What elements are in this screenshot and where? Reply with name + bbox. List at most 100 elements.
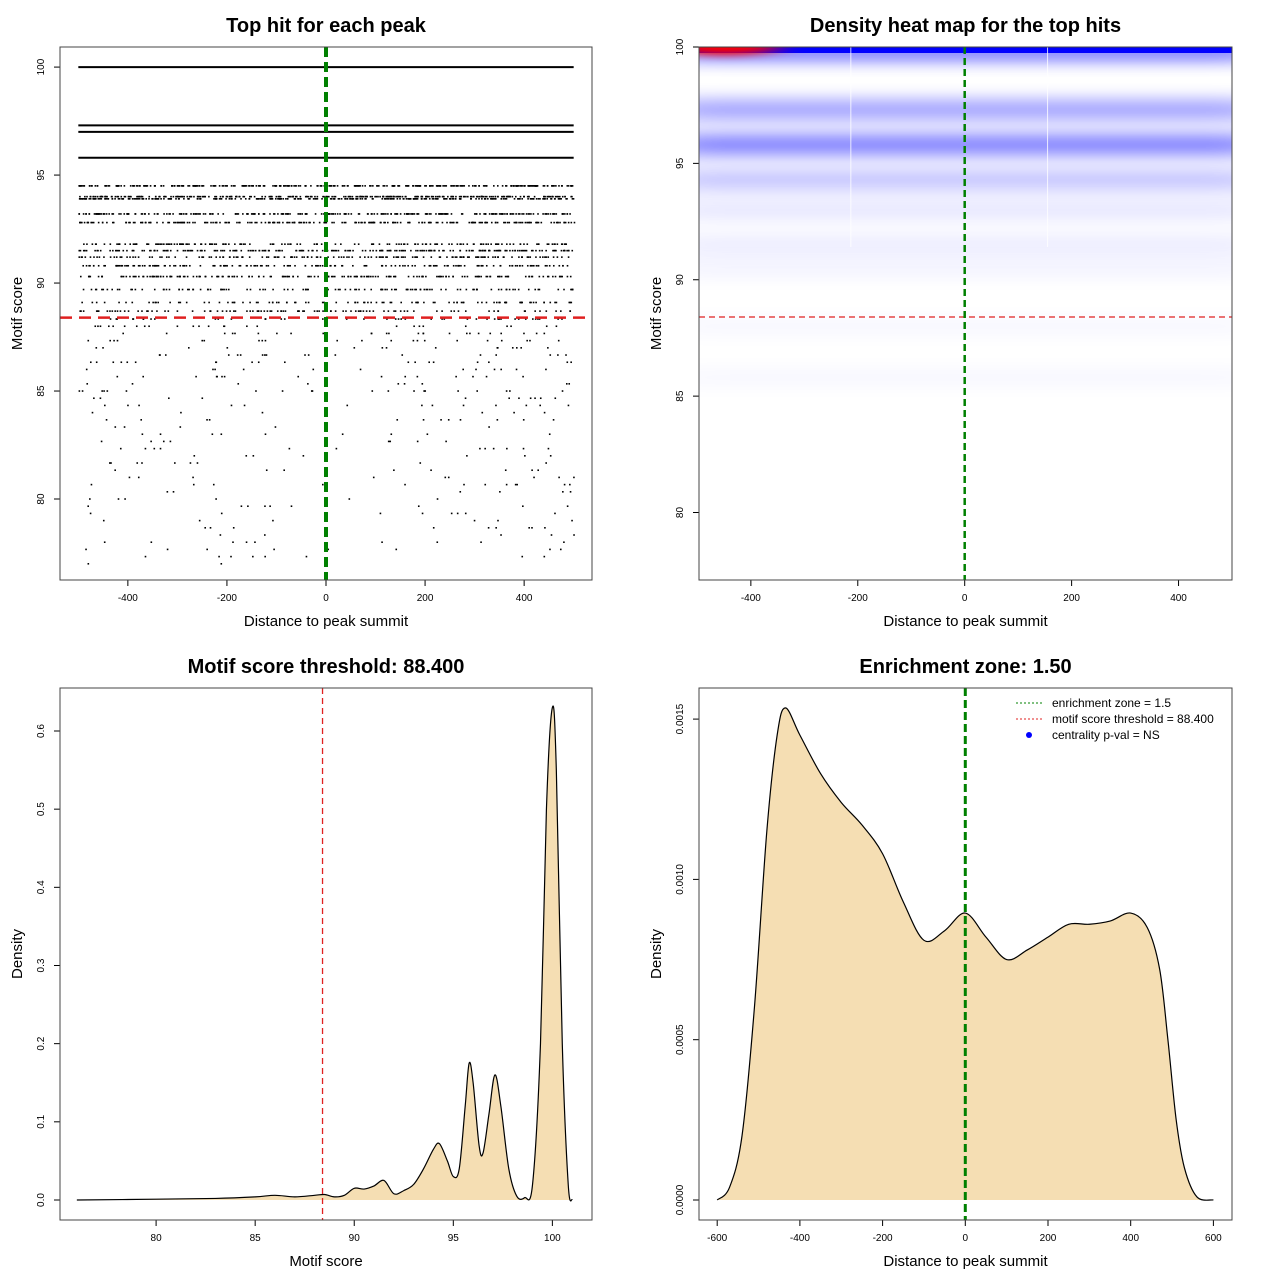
x-tick-label: 200 [1040,1233,1057,1244]
data-point [538,249,541,252]
data-point [517,318,520,320]
data-point [435,221,438,224]
data-point [234,213,237,215]
data-point [466,243,469,245]
data-point [502,198,505,200]
data-point [550,198,552,200]
data-point [194,221,196,224]
data-point [376,185,379,187]
data-point [513,198,516,200]
data-point [416,198,419,200]
data-point [84,195,86,198]
data-point [542,185,545,187]
data-point [287,243,289,245]
data-point [333,275,336,278]
data-point [565,354,567,356]
data-point [399,310,402,312]
data-point [519,264,521,267]
data-point [211,213,213,215]
data-point [333,221,335,224]
data-point [109,318,112,320]
data-point [86,383,89,385]
data-point [350,310,352,312]
data-point [269,310,272,312]
data-point [169,301,171,304]
data-point [313,275,316,278]
data-point [571,519,573,522]
data-point [504,301,506,304]
data-point [459,243,461,245]
data-point [363,301,366,304]
data-point [522,447,525,450]
data-point [544,264,547,267]
data-point [428,213,431,215]
data-point [524,221,527,224]
data-point [117,195,120,198]
data-point [96,256,98,258]
data-point [282,213,285,215]
data-point [237,213,240,215]
data-point [560,198,562,200]
data-point [83,243,85,245]
data-point [460,213,463,215]
data-point [148,221,150,224]
data-point [95,213,97,215]
data-point [334,354,337,356]
data-point [363,288,366,291]
data-point [562,491,564,493]
data-point [553,198,556,200]
data-point [225,243,227,245]
data-point [98,256,101,258]
data-point [522,375,524,378]
data-point [514,195,517,198]
data-point [397,318,400,320]
data-point [299,198,302,200]
data-point [571,195,573,198]
data-point [528,275,530,278]
data-point [401,354,404,356]
data-point [572,198,575,200]
data-point [245,541,248,544]
data-point [321,301,324,304]
data-point [215,375,218,378]
data-point [104,404,106,407]
data-point [478,249,481,252]
data-point [212,185,214,187]
data-point [294,301,297,304]
data-point [398,243,400,245]
data-point [573,534,575,536]
data-point [301,256,304,258]
data-point [554,512,556,515]
data-point [498,275,500,278]
data-point [272,213,275,215]
data-point [571,185,574,187]
data-point [509,249,511,252]
data-point [518,397,520,400]
density-hotspot [699,47,780,55]
data-point [277,213,279,215]
data-point [439,185,442,187]
data-point [481,221,484,224]
data-point [424,198,427,200]
data-point [414,198,416,200]
data-point [286,264,289,267]
data-point [238,221,240,224]
data-point [411,213,414,215]
data-point [361,339,363,342]
data-point [560,249,563,252]
data-point [159,256,161,258]
data-point [569,275,572,278]
data-point [302,249,305,252]
data-point [98,198,101,200]
data-point [492,264,495,267]
data-point [275,195,278,198]
data-point [455,256,458,258]
data-point [133,198,136,200]
data-point [543,185,546,187]
data-point [566,198,568,200]
data-point [549,455,552,457]
data-point [289,264,292,267]
data-point [517,213,520,215]
data-point [386,195,389,198]
data-point [535,256,537,258]
